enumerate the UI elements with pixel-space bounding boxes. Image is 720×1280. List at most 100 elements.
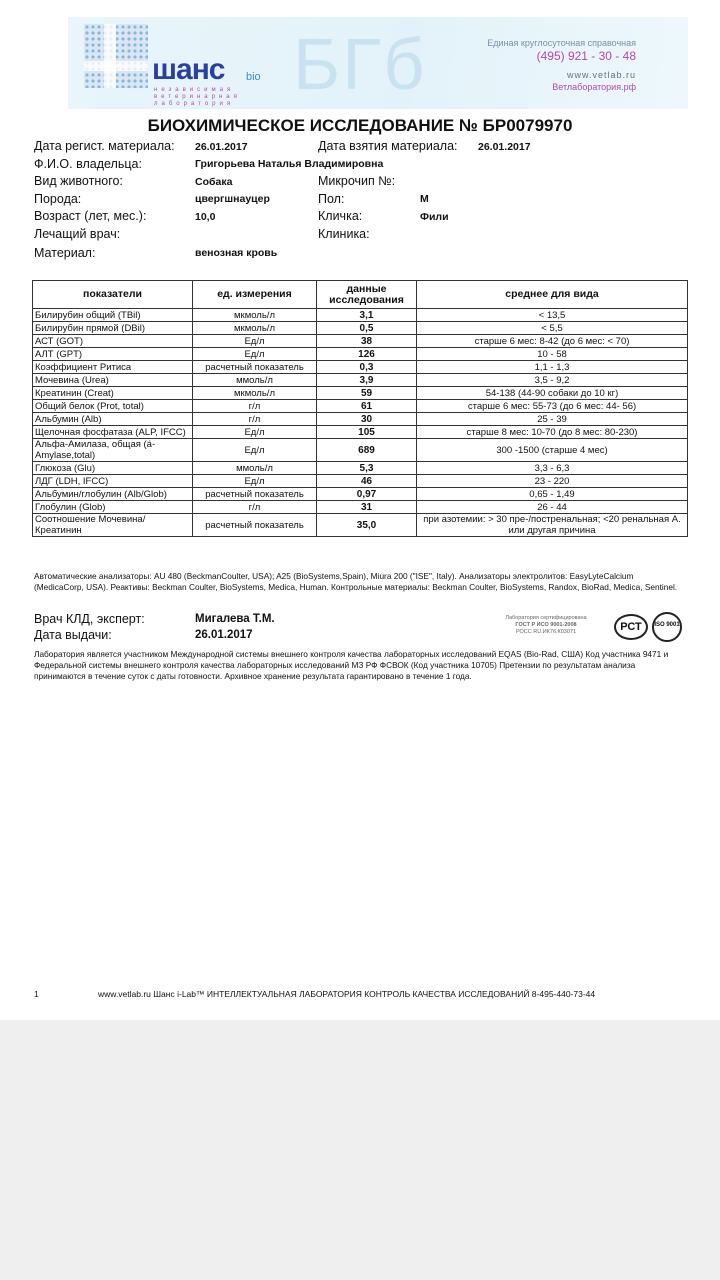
cell-reference: старше 6 мес: 8-42 (до 6 мес: < 70) — [416, 334, 688, 348]
cell-reference: старше 6 мес: 55-73 (до 6 мес: 44- 56) — [416, 399, 688, 413]
material-label: Материал: — [34, 246, 96, 260]
sex-label: Пол: — [318, 192, 345, 206]
pet-name: Фили — [420, 211, 449, 223]
pct-mark-icon: РСТ — [614, 614, 648, 640]
header-banner: БГб шанс bio независимая ветеринарная ла… — [68, 17, 688, 109]
cell-reference: 23 - 220 — [416, 474, 688, 488]
age-label: Возраст (лет, мес.): — [34, 209, 147, 223]
table-row: Альбумин/глобулин (Alb/Glob) расчетный по… — [32, 487, 688, 501]
website-link[interactable]: www.vetlab.ru — [566, 70, 636, 80]
lab-note: Лаборатория является участником Междунар… — [34, 649, 669, 681]
cell-parameter: Щелочная фосфатаза (ALP, IFCC) — [32, 425, 193, 439]
cell-unit: расчетный показатель — [192, 513, 317, 537]
website-link-rf[interactable]: Ветлаборатория.рф — [552, 82, 636, 92]
clinic-label: Клиника: — [318, 227, 370, 241]
cell-result: 46 — [316, 474, 417, 488]
cell-parameter: Коэффициент Ритиса — [32, 360, 193, 374]
species-label: Вид животного: — [34, 174, 123, 188]
table-row: Альфа-Амилаза, общая (á-Amylase,total) Ед… — [32, 438, 688, 462]
bio-watermark: БГб — [293, 25, 427, 105]
chip-label: Микрочип №: — [318, 174, 396, 188]
cert-line: РОСС RU.ИК76.К03071 — [515, 629, 577, 635]
cell-unit: расчетный показатель — [192, 487, 317, 501]
analyzers-note: Автоматические анализаторы: AU 480 (Beck… — [34, 571, 678, 592]
cell-result: 35,0 — [316, 513, 417, 537]
cell-reference: 25 - 39 — [416, 412, 688, 426]
cell-parameter: Альфа-Амилаза, общая (á-Amylase,total) — [32, 438, 193, 462]
expert-name: Мигалева Т.М. — [195, 613, 275, 625]
header-parameter: показатели — [32, 280, 193, 309]
species: Собака — [195, 176, 233, 188]
header-reference: среднее для вида — [416, 280, 688, 309]
contacts: Единая круглосуточная справочная (495) 9… — [487, 37, 636, 93]
cell-parameter: Соотношение Мочевина/Креатинин — [32, 513, 193, 537]
cell-parameter: Билирубин прямой (DBil) — [32, 321, 193, 335]
cell-parameter: Мочевина (Urea) — [32, 373, 193, 387]
cell-unit: Ед/л — [192, 438, 317, 462]
cell-parameter: Глобулин (Glob) — [32, 500, 193, 514]
cell-reference: 300 -1500 (старше 4 мес) — [416, 438, 688, 462]
cell-result: 31 — [316, 500, 417, 514]
cell-parameter: ЛДГ (LDH, IFCC) — [32, 474, 193, 488]
certification-text: Лаборатория сертифицирована ГОСТ Р ИСО 9… — [490, 615, 602, 636]
cell-unit: мкмоль/л — [192, 308, 317, 322]
cell-result: 5,3 — [316, 461, 417, 475]
table-row: АСТ (GOT) Ед/л 38 старше 6 мес: 8-42 (до 6 … — [32, 334, 688, 348]
cell-unit: Ед/л — [192, 347, 317, 361]
table-row: Глобулин (Glob) г/л 31 26 - 44 — [32, 500, 688, 514]
cell-unit: Ед/л — [192, 334, 317, 348]
logo-cross — [104, 24, 116, 88]
cell-reference: 10 - 58 — [416, 347, 688, 361]
cell-reference: при азотемии: > 30 пре-/постренальная; <… — [416, 513, 688, 537]
cell-result: 0,5 — [316, 321, 417, 335]
cell-parameter: Альбумин (Alb) — [32, 412, 193, 426]
cell-reference: < 5,5 — [416, 321, 688, 335]
cell-reference: < 13,5 — [416, 308, 688, 322]
cell-reference: 0,65 - 1,49 — [416, 487, 688, 501]
cell-reference: 26 - 44 — [416, 500, 688, 514]
pet-name-label: Кличка: — [318, 209, 363, 223]
cell-unit: ммоль/л — [192, 373, 317, 387]
cell-unit: г/л — [192, 412, 317, 426]
cell-reference: 1,1 - 1,3 — [416, 360, 688, 374]
logo-cross — [84, 61, 148, 71]
hotline-label: Единая круглосуточная справочная — [487, 38, 636, 48]
cell-unit: Ед/л — [192, 474, 317, 488]
table-row: Мочевина (Urea) ммоль/л 3,9 3,5 - 9,2 — [32, 373, 688, 387]
cert-line: ГОСТ Р ИСО 9001-2008 — [515, 622, 577, 628]
header-unit: ед. измерения — [192, 280, 317, 309]
cell-result: 38 — [316, 334, 417, 348]
breed-label: Порода: — [34, 192, 82, 206]
age: 10,0 — [195, 211, 216, 223]
cell-unit: мкмоль/л — [192, 386, 317, 400]
cell-reference: старше 8 мес: 10-70 (до 8 мес: 80-230) — [416, 425, 688, 439]
issue-date: 26.01.2017 — [195, 629, 253, 641]
logo-subtitle: независимая ветеринарная лаборатория — [154, 87, 241, 107]
breed: цвергшнауцер — [195, 193, 270, 205]
cell-reference: 54-138 (44-90 собаки до 10 кг) — [416, 386, 688, 400]
footer-text: www.vetlab.ru Шанс i-Lab™ ИНТЕЛЛЕКТУАЛЬН… — [98, 989, 596, 999]
header-result: данные исследования — [316, 280, 417, 309]
cell-result: 0,97 — [316, 487, 417, 501]
page-number: 1 — [34, 989, 39, 999]
cell-result: 59 — [316, 386, 417, 400]
cell-result: 3,1 — [316, 308, 417, 322]
cell-parameter: Общий белок (Prot, total) — [32, 399, 193, 413]
cell-parameter: Глюкоза (Glu) — [32, 461, 193, 475]
sex: М — [420, 193, 429, 205]
table-row: ЛДГ (LDH, IFCC) Ед/л 46 23 - 220 — [32, 474, 688, 488]
table-row: Креатинин (Creat) мкмоль/л 59 54-138 (44-90… — [32, 386, 688, 400]
table-row: Соотношение Мочевина/Креатинин расчетный … — [32, 513, 688, 537]
table-row: Билирубин прямой (DBil) мкмоль/л 0,5 < 5,5 — [32, 321, 688, 335]
reg-date: 26.01.2017 — [195, 141, 248, 153]
owner-label: Ф.И.О. владельца: — [34, 157, 142, 171]
owner: Григорьева Наталья Владимировна — [195, 158, 384, 170]
issue-date-label: Дата выдачи: — [34, 628, 112, 642]
doctor-label: Лечащий врач: — [34, 227, 121, 241]
page-title: БИОХИМИЧЕСКОЕ ИССЛЕДОВАНИЕ № БР0079970 — [147, 116, 573, 135]
logo-icon — [84, 24, 148, 88]
cell-result: 3,9 — [316, 373, 417, 387]
cell-result: 689 — [316, 438, 417, 462]
cell-unit: расчетный показатель — [192, 360, 317, 374]
table-row: АЛТ (GPT) Ед/л 126 10 - 58 — [32, 347, 688, 361]
